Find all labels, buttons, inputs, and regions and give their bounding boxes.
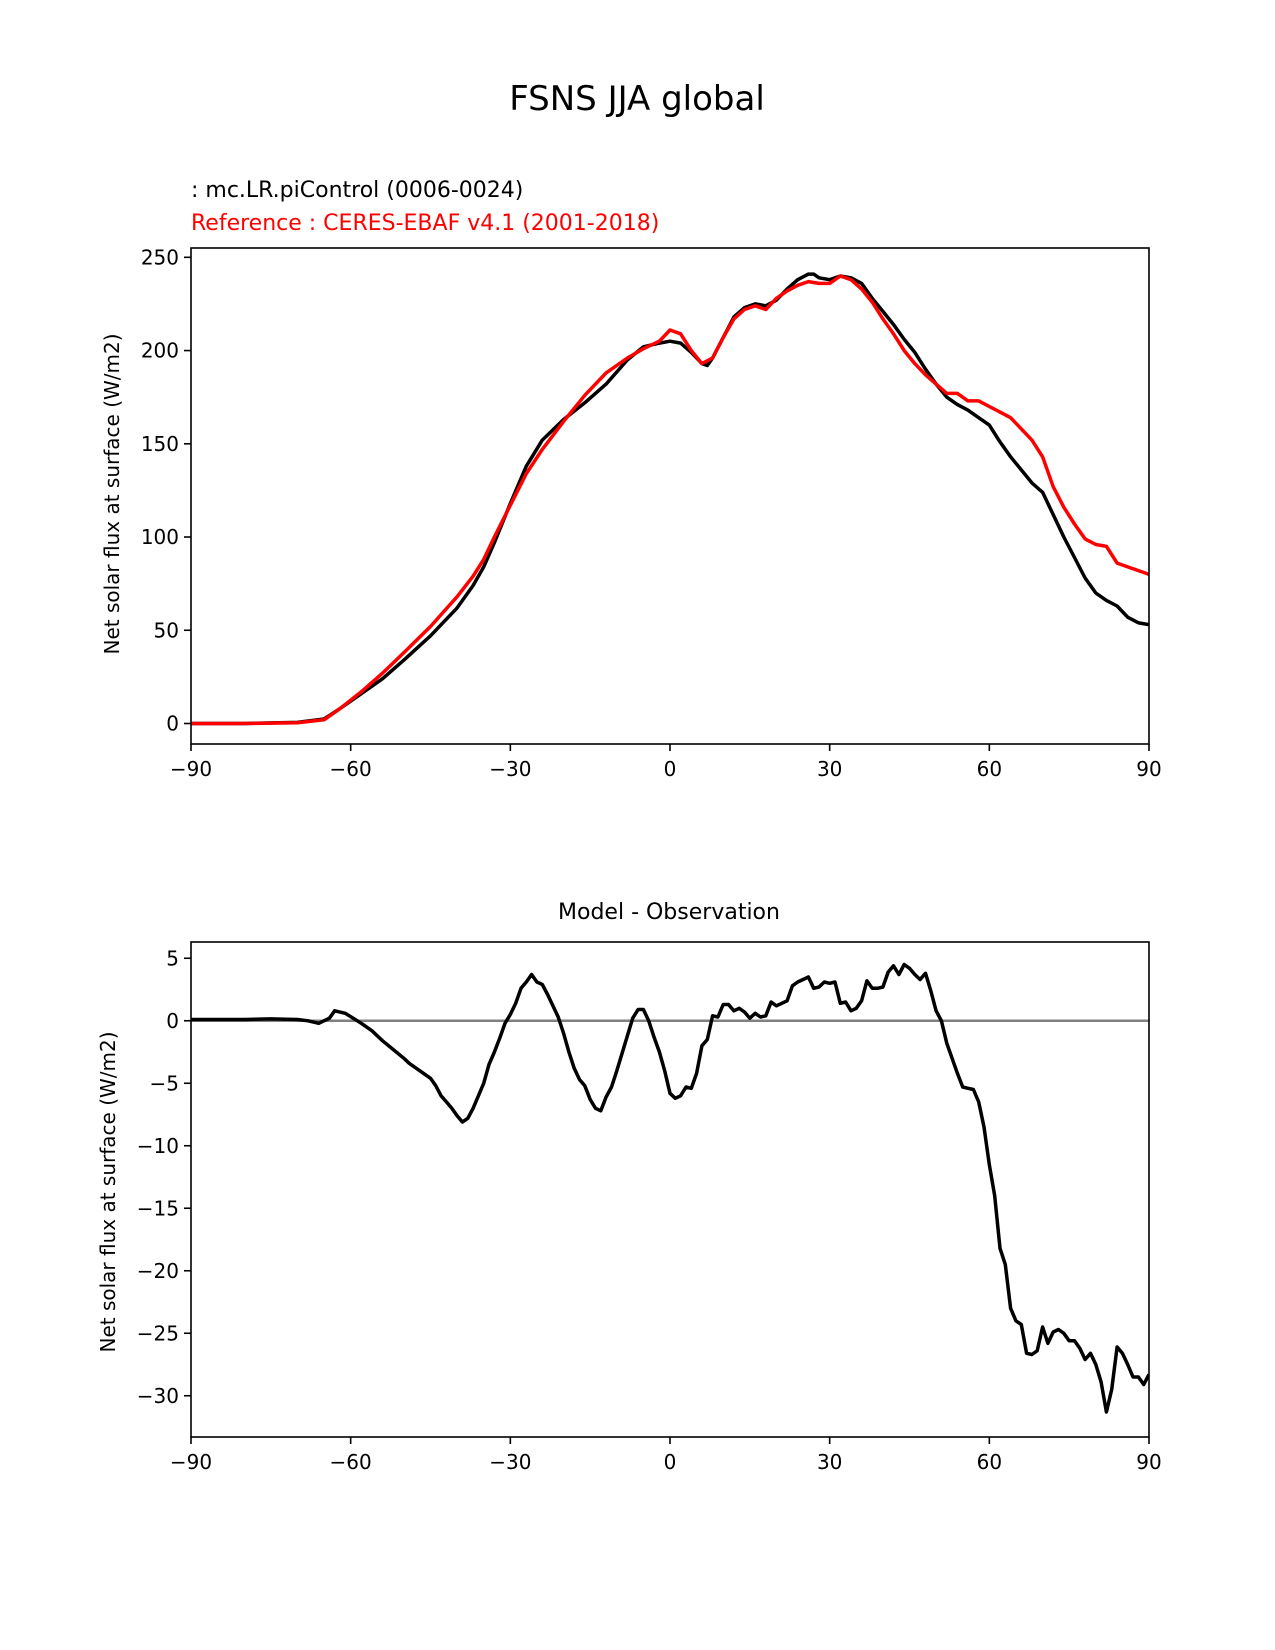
- top-series-line-1: [191, 274, 1149, 726]
- bottom-x-tick-label: −90: [170, 1450, 212, 1474]
- bottom-x-tick-label: 90: [1136, 1450, 1161, 1474]
- bottom-x-tick-label: 0: [664, 1450, 677, 1474]
- top-y-axis-label: Net solar flux at surface (W/m2): [100, 333, 124, 654]
- bottom-plot-area: −90 −60 −30 0 30 60 90 5 0 −5 −10 −15 −20 −25 −30: [137, 941, 1162, 1474]
- bottom-y-tick-label: −25: [137, 1321, 179, 1345]
- bottom-x-tick-label: 60: [977, 1450, 1002, 1474]
- top-y-tick-label: 100: [141, 525, 179, 549]
- test-legend-label: : mc.LR.piControl (0006-0024): [191, 178, 523, 203]
- bottom-y-tick-label: 5: [166, 946, 179, 970]
- top-x-tick-label: −30: [489, 757, 531, 781]
- top-x-tick-label: 30: [817, 757, 842, 781]
- reference-legend-label: Reference : CERES-EBAF v4.1 (2001-2018): [191, 211, 659, 236]
- bottom-x-tick-label: 30: [817, 1450, 842, 1474]
- top-x-tick-label: −60: [330, 757, 372, 781]
- bottom-y-tick-label: −15: [137, 1196, 179, 1220]
- bottom-x-tick-label: −30: [489, 1450, 531, 1474]
- top-plot-area: −90 −60 −30 0 30 60 90 0 50 100 150 200 250: [141, 245, 1162, 781]
- top-x-tick-label: −90: [170, 757, 212, 781]
- top-x-tick-label: 90: [1136, 757, 1161, 781]
- top-x-tick-label: 60: [977, 757, 1002, 781]
- bottom-y-tick-label: −30: [137, 1384, 179, 1408]
- bottom-series-line-0: [191, 962, 1149, 1414]
- bottom-y-axis-label: Net solar flux at surface (W/m2): [96, 1031, 120, 1352]
- bottom-axes-frame: [190, 941, 1150, 1438]
- bottom-panel: Model - Observation Net solar flux at su…: [96, 900, 1162, 1474]
- top-x-tick-label: 0: [664, 757, 677, 781]
- top-y-tick-label: 250: [141, 245, 179, 269]
- bottom-x-tick-label: −60: [330, 1450, 372, 1474]
- bottom-y-tick-label: −10: [137, 1134, 179, 1158]
- figure-title: FSNS JJA global: [509, 79, 765, 119]
- top-y-tick-label: 0: [166, 711, 179, 735]
- bottom-y-tick-label: −20: [137, 1259, 179, 1283]
- top-y-tick-label: 150: [141, 432, 179, 456]
- bottom-y-tick-label: 0: [166, 1009, 179, 1033]
- top-y-tick-label: 50: [154, 618, 179, 642]
- top-panel: : mc.LR.piControl (0006-0024) Reference …: [100, 178, 1162, 781]
- top-axes-frame: [190, 247, 1150, 745]
- bottom-y-tick-label: −5: [150, 1071, 179, 1095]
- top-series-line-0: [191, 272, 1149, 726]
- bottom-panel-title: Model - Observation: [558, 900, 780, 925]
- top-y-tick-label: 200: [141, 339, 179, 363]
